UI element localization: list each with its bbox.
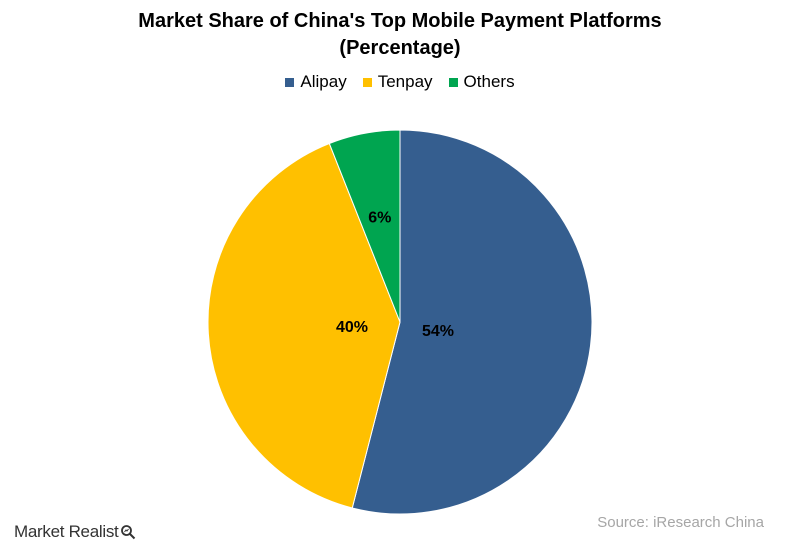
legend-swatch-tenpay [362, 77, 372, 87]
chart-title-line1: Market Share of China's Top Mobile Payme… [138, 10, 662, 32]
legend: Alipay Tenpay Others [0, 72, 800, 92]
legend-label-others: Others [463, 72, 515, 91]
legend-item-tenpay: Tenpay [362, 72, 433, 92]
legend-label-alipay: Alipay [300, 72, 347, 91]
pie-slice-tenpay [207, 142, 401, 509]
pie-slice-alipay [351, 129, 593, 515]
data-label-alipay: 54% [422, 323, 454, 340]
source-note: Source: iResearch China [597, 514, 764, 531]
legend-label-tenpay: Tenpay [377, 72, 433, 91]
legend-swatch-others [448, 77, 458, 87]
legend-item-alipay: Alipay [285, 72, 347, 92]
chart-title: Market Share of China's Top Mobile Payme… [0, 8, 800, 62]
legend-item-others: Others [448, 72, 515, 92]
data-label-others: 6% [368, 209, 391, 226]
brand-logo: Market Realist [14, 522, 136, 542]
pie-slice-others [328, 129, 401, 323]
magnifier-icon [121, 525, 136, 540]
chart-title-line2: (Percentage) [339, 37, 461, 59]
legend-swatch-alipay [285, 77, 295, 87]
brand-name: Market Realist [14, 522, 119, 541]
data-label-tenpay: 40% [336, 319, 368, 336]
